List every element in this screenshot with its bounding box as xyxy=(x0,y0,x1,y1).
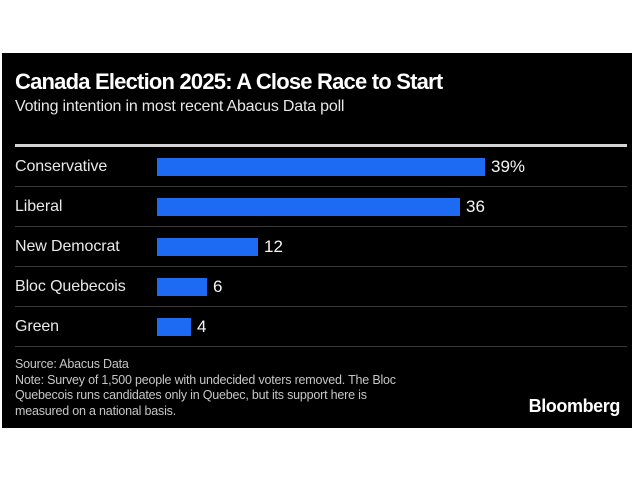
note-line: Note: Survey of 1,500 people with undeci… xyxy=(15,372,396,387)
note-line: measured on a national basis. xyxy=(15,403,176,418)
category-label: Conservative xyxy=(15,157,108,175)
bar-track: 12 xyxy=(157,227,627,266)
bar-new-democrat xyxy=(157,237,258,256)
bar-row-conservative: Conservative 39% xyxy=(15,147,627,187)
bar-row-green: Green 4 xyxy=(15,307,627,347)
value-label: 6 xyxy=(213,276,223,296)
bar-conservative xyxy=(157,157,485,176)
bar-track: 6 xyxy=(157,267,627,306)
value-label: 36 xyxy=(466,196,485,216)
bar-chart: Conservative 39% Liberal 36 New Democrat… xyxy=(15,144,627,347)
chart-panel: Canada Election 2025: A Close Race to St… xyxy=(2,53,632,428)
bar-track: 36 xyxy=(157,187,627,226)
value-label: 4 xyxy=(197,316,207,336)
source-text: Source: Abacus Data xyxy=(15,357,129,371)
bar-liberal xyxy=(157,197,460,216)
category-label: Green xyxy=(15,317,59,335)
category-label: Bloc Quebecois xyxy=(15,277,126,295)
bar-green xyxy=(157,317,191,336)
bar-row-new-democrat: New Democrat 12 xyxy=(15,227,627,267)
category-label: Liberal xyxy=(15,197,63,215)
chart-title: Canada Election 2025: A Close Race to St… xyxy=(15,69,443,94)
bar-track: 4 xyxy=(157,307,627,346)
bar-bloc-quebecois xyxy=(157,277,207,296)
chart-subtitle: Voting intention in most recent Abacus D… xyxy=(15,98,345,115)
note-line: Quebecois runs candidates only in Quebec… xyxy=(15,388,367,402)
bar-track: 39% xyxy=(157,147,627,186)
value-label: 39% xyxy=(491,156,526,176)
bar-row-liberal: Liberal 36 xyxy=(15,187,627,227)
category-label: New Democrat xyxy=(15,237,120,255)
chart-footer: Source: Abacus Data Note: Survey of 1,50… xyxy=(15,357,624,419)
value-label: 12 xyxy=(264,236,283,256)
bar-row-bloc-quebecois: Bloc Quebecois 6 xyxy=(15,267,627,307)
bloomberg-logo: Bloomberg xyxy=(528,396,621,416)
